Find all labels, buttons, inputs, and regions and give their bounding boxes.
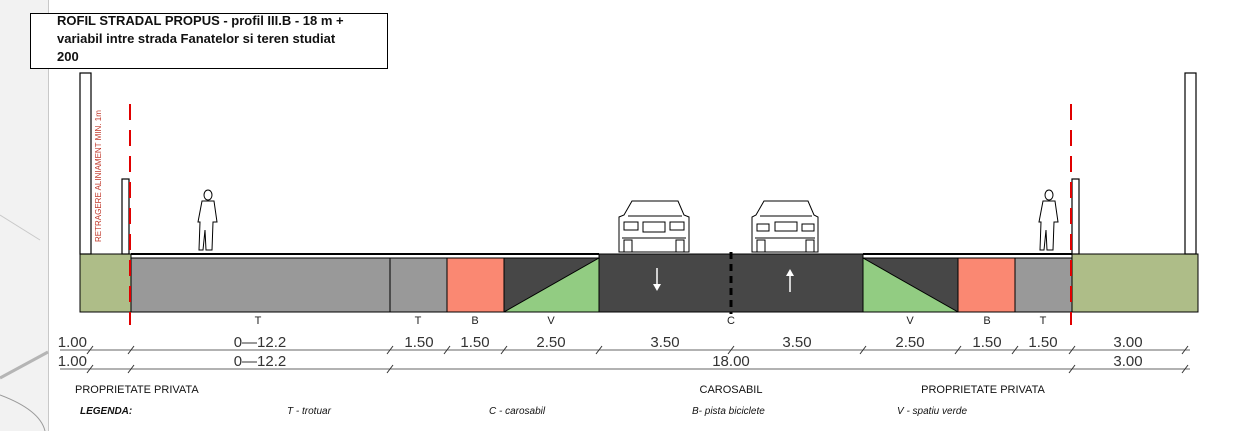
dim-lane-right: 3.50 (782, 334, 811, 351)
band-label-b: B (471, 315, 478, 327)
band-label-c: C (727, 315, 735, 327)
title-line-2: variabil intre strada Fanatelor si teren… (57, 31, 336, 46)
dim-sidewalk-left: 1.50 (404, 334, 433, 351)
pedestrian-icon (197, 189, 218, 251)
legend-item-t: T - trotuar (287, 406, 332, 417)
band-label-t: T (1040, 315, 1047, 327)
pedestrian-icon (1038, 189, 1059, 251)
construction-line (0, 394, 46, 431)
band-label-v: V (547, 315, 555, 327)
sidewalk-band-variable (130, 257, 391, 313)
green-slope-right (862, 257, 960, 313)
legend-item-c: C - carosabil (489, 406, 546, 417)
fence-left (79, 72, 92, 255)
fence-post-right (1071, 178, 1080, 255)
dimension-ticks-1 (86, 345, 1189, 355)
car-rear-icon (751, 200, 819, 253)
dim2-sidewalk-variable: 0—12.2 (234, 353, 287, 370)
title-block: ROFIL STRADAL PROPUS - profil III.B - 18… (30, 13, 388, 69)
car-front-icon (618, 200, 690, 253)
title-line-1: ROFIL STRADAL PROPUS - profil III.B - 18… (57, 13, 344, 28)
section-label-private-left: PROPRIETATE PRIVATA (75, 384, 199, 396)
title-line-3: 200 (57, 49, 79, 64)
dim-private-right: 3.00 (1113, 334, 1142, 351)
legend-title: LEGENDA: (80, 406, 132, 417)
dimension-ticks-2 (86, 364, 1189, 374)
private-band-right (1071, 253, 1199, 313)
left-margin-panel (0, 0, 48, 431)
dim-green-left: 2.50 (536, 334, 565, 351)
dim2-total-width: 18.00 (712, 353, 750, 370)
section-label-private-right: PROPRIETATE PRIVATA (921, 384, 1045, 396)
sidewalk-band-right (1014, 257, 1073, 313)
construction-line (0, 350, 49, 380)
band-label-b: B (983, 315, 990, 327)
setback-label: RETRAGERE ALINIAMENT MIN. 1m (94, 110, 103, 242)
dim-lane-left: 3.50 (650, 334, 679, 351)
legend-item-v: V - spatiu verde (897, 406, 967, 417)
construction-line (0, 214, 41, 241)
dim2-private-right: 3.00 (1113, 353, 1142, 370)
fence-right (1184, 72, 1197, 255)
bike-band-left (446, 257, 505, 313)
arrow-down-icon (653, 284, 661, 291)
dim-bike-left: 1.50 (460, 334, 489, 351)
arrow-up-icon (786, 269, 794, 276)
private-band-left (79, 253, 132, 313)
band-label-t: T (255, 315, 262, 327)
dim-private-left: 1.00 (58, 334, 87, 351)
dim2-private-left: 1.00 (58, 353, 87, 370)
dim-bike-right: 1.50 (972, 334, 1001, 351)
fence-post-left (121, 178, 130, 255)
dim-sidewalk-right: 1.50 (1028, 334, 1057, 351)
legend-item-b: B- pista biciclete (692, 406, 765, 417)
dim-green-right: 2.50 (895, 334, 924, 351)
left-margin-edge (48, 0, 49, 431)
band-label-t: T (415, 315, 422, 327)
band-label-v: V (906, 315, 914, 327)
bike-band-right (957, 257, 1016, 313)
sidewalk-band-left (389, 257, 448, 313)
dim-sidewalk-variable: 0—12.2 (234, 334, 287, 351)
section-label-roadway: CAROSABIL (700, 384, 763, 396)
